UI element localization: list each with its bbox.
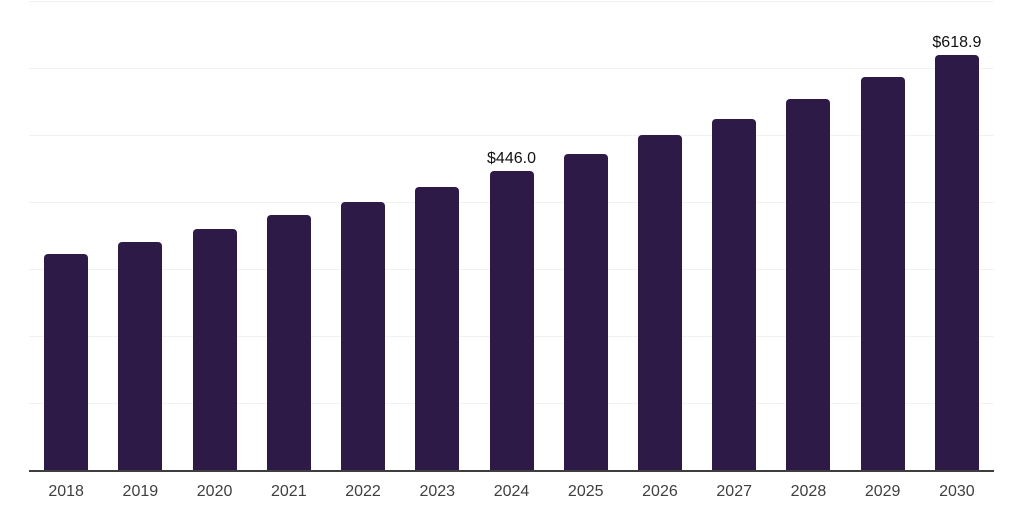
- bar-2029: [860, 77, 905, 471]
- x-tick-2018: 2018: [48, 483, 84, 500]
- x-tick-2025: 2025: [567, 483, 604, 500]
- gridline: [29, 67, 994, 69]
- data-label-2030: $618.9: [932, 33, 982, 51]
- x-tick-2029: 2029: [864, 483, 901, 500]
- x-tick-2020: 2020: [196, 483, 233, 500]
- x-tick-2027: 2027: [716, 483, 752, 500]
- bar-2018: [44, 253, 89, 471]
- bar-2025: [563, 154, 608, 471]
- bar-2028: [786, 98, 831, 471]
- bar-2019: [118, 241, 163, 471]
- x-tick-2028: 2028: [790, 483, 827, 500]
- x-tick-2021: 2021: [271, 483, 307, 500]
- x-tick-2022: 2022: [345, 483, 381, 500]
- bar-2024: [489, 171, 534, 471]
- x-tick-2019: 2019: [122, 483, 159, 500]
- bar-2023: [415, 187, 460, 471]
- x-tick-2030: 2030: [939, 483, 975, 500]
- bar-2026: [637, 135, 682, 471]
- data-label-2024: $446.0: [487, 150, 536, 168]
- bar-2022: [341, 201, 386, 471]
- gridline: [29, 0, 994, 2]
- x-tick-2024: 2024: [493, 483, 530, 500]
- x-tick-2023: 2023: [419, 483, 456, 500]
- bar-2027: [712, 118, 757, 471]
- gridline: [29, 134, 994, 136]
- bar-2021: [266, 215, 311, 471]
- bar-2020: [192, 228, 237, 471]
- x-tick-2026: 2026: [642, 483, 678, 500]
- x-axis-line: [29, 470, 994, 472]
- bar-2030: [934, 54, 979, 471]
